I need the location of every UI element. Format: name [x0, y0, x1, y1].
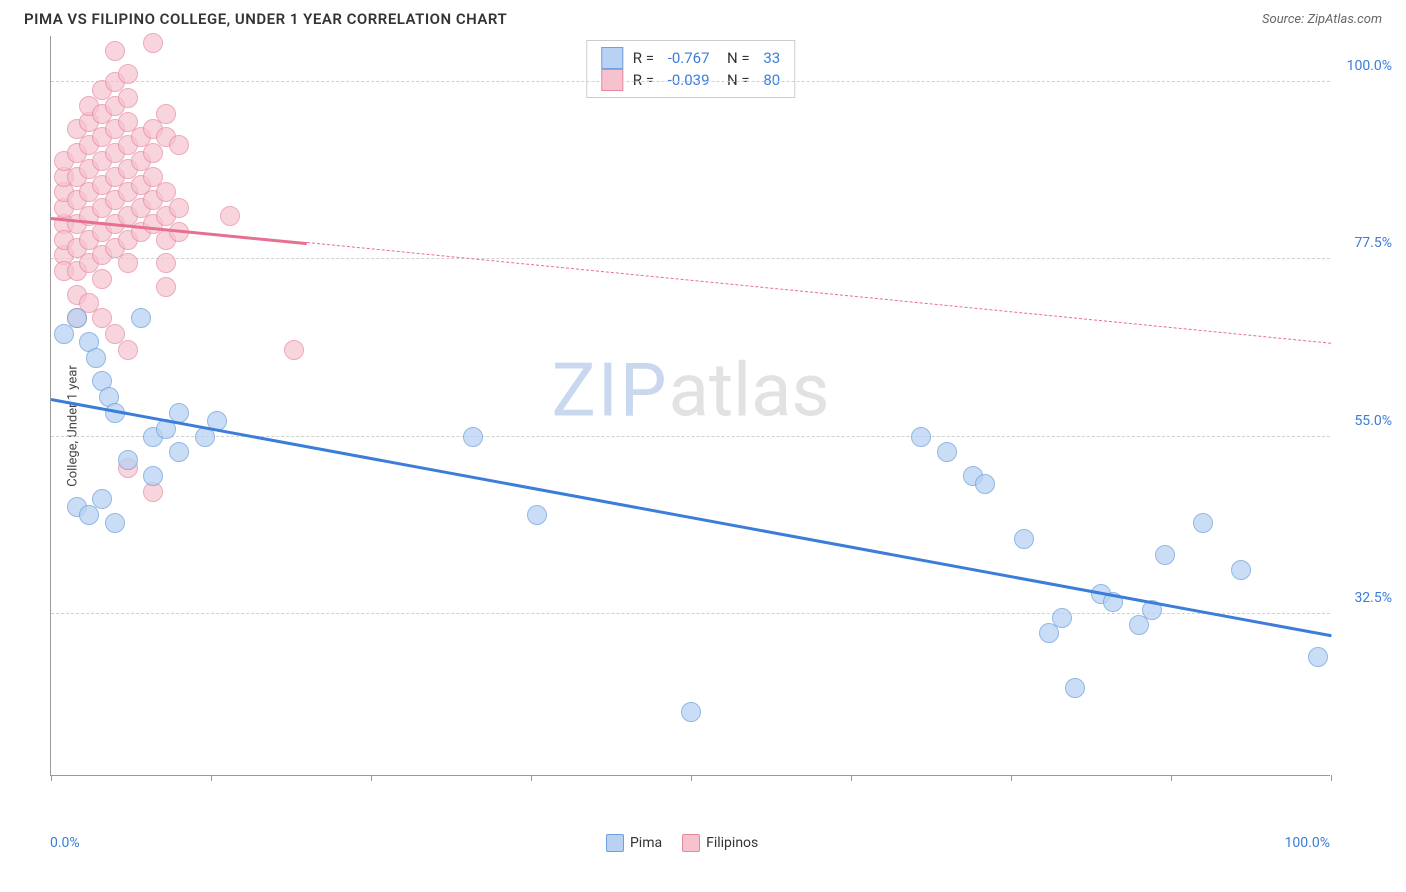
data-point-pima	[463, 427, 483, 447]
legend-swatch-filipinos	[601, 69, 623, 91]
x-tick	[51, 775, 52, 781]
data-point-pima	[911, 427, 931, 447]
data-point-pima	[1065, 678, 1085, 698]
y-tick-label: 55.0%	[1337, 413, 1392, 429]
x-tick	[691, 775, 692, 781]
data-point-filipinos	[156, 253, 176, 273]
legend-swatch-icon	[682, 834, 700, 852]
data-point-pima	[86, 348, 106, 368]
data-point-filipinos	[156, 104, 176, 124]
data-point-pima	[681, 702, 701, 722]
data-point-filipinos	[220, 206, 240, 226]
data-point-filipinos	[169, 135, 189, 155]
data-point-filipinos	[92, 269, 112, 289]
data-point-filipinos	[105, 41, 125, 61]
gridline	[51, 81, 1330, 82]
gridline	[51, 258, 1330, 259]
series-legend: Pima Filipinos	[606, 834, 758, 852]
data-point-filipinos	[118, 64, 138, 84]
data-point-filipinos	[118, 340, 138, 360]
gridline	[51, 613, 1330, 614]
x-tick	[211, 775, 212, 781]
x-tick	[851, 775, 852, 781]
data-point-pima	[1193, 513, 1213, 533]
data-point-filipinos	[169, 198, 189, 218]
data-point-pima	[1308, 647, 1328, 667]
source-attribution: Source: ZipAtlas.com	[1262, 12, 1382, 27]
x-axis-min-label: 0.0%	[50, 835, 80, 851]
chart-area: College, Under 1 year ZIPatlas R = -0.76…	[50, 36, 1382, 816]
data-point-pima	[1155, 545, 1175, 565]
legend-swatch-icon	[606, 834, 624, 852]
data-point-filipinos	[156, 277, 176, 297]
legend-row-pima: R = -0.767 N = 33	[601, 47, 780, 69]
data-point-pima	[92, 489, 112, 509]
legend-item-pima: Pima	[606, 834, 662, 852]
y-tick-label: 77.5%	[1337, 235, 1392, 251]
plot-region: ZIPatlas R = -0.767 N = 33 R = -0.039 N …	[50, 36, 1330, 776]
data-point-pima	[937, 442, 957, 462]
data-point-filipinos	[284, 340, 304, 360]
x-tick	[1011, 775, 1012, 781]
y-tick-label: 32.5%	[1337, 590, 1392, 606]
watermark: ZIPatlas	[551, 347, 829, 434]
data-point-pima	[131, 308, 151, 328]
legend-swatch-pima	[601, 47, 623, 69]
data-point-pima	[118, 450, 138, 470]
data-point-filipinos	[118, 88, 138, 108]
data-point-pima	[105, 513, 125, 533]
data-point-filipinos	[143, 33, 163, 53]
data-point-pima	[1231, 560, 1251, 580]
legend-row-filipinos: R = -0.039 N = 80	[601, 69, 780, 91]
data-point-pima	[527, 505, 547, 525]
y-tick-label: 100.0%	[1337, 58, 1392, 74]
data-point-pima	[1052, 608, 1072, 628]
x-tick	[1171, 775, 1172, 781]
legend-item-filipinos: Filipinos	[682, 834, 758, 852]
correlation-legend: R = -0.767 N = 33 R = -0.039 N = 80	[586, 40, 795, 98]
data-point-pima	[169, 442, 189, 462]
x-tick	[1331, 775, 1332, 781]
data-point-pima	[143, 466, 163, 486]
data-point-pima	[67, 308, 87, 328]
x-tick	[531, 775, 532, 781]
trendline	[51, 398, 1332, 637]
x-tick	[371, 775, 372, 781]
data-point-pima	[1014, 529, 1034, 549]
data-point-filipinos	[118, 253, 138, 273]
x-axis-row: 0.0% Pima Filipinos 100.0%	[50, 834, 1330, 852]
chart-title: PIMA VS FILIPINO COLLEGE, UNDER 1 YEAR C…	[24, 10, 507, 28]
data-point-pima	[975, 474, 995, 494]
x-axis-max-label: 100.0%	[1285, 835, 1330, 851]
